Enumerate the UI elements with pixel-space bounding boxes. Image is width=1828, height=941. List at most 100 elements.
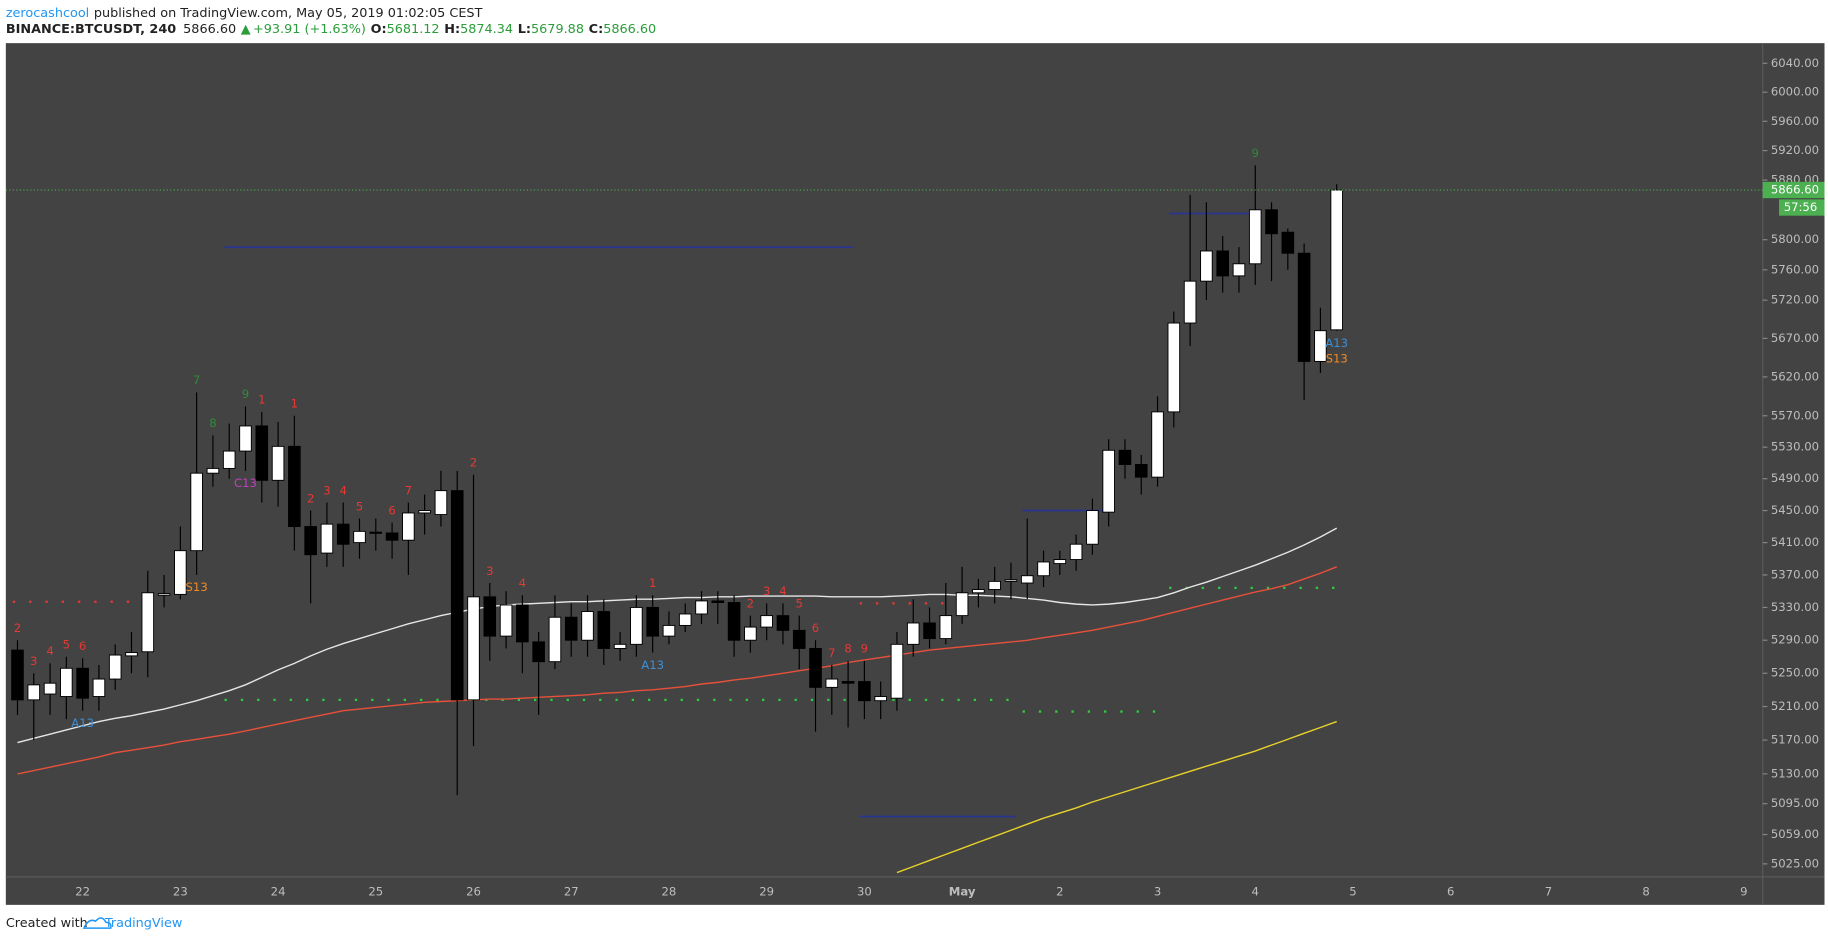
candle-body [402,512,415,541]
y-tick-label: 5025.00 [1771,856,1819,870]
td-label: 6 [812,621,819,635]
candle-body [385,532,399,541]
author[interactable]: zerocashcool [6,5,89,20]
candle-body [1118,449,1132,465]
candle-body [304,526,317,556]
x-tick-label: 7 [1545,885,1552,899]
td-label: 9 [861,642,868,656]
moving-average [896,720,1337,874]
x-tick-label: 28 [662,885,677,899]
td-label: 5 [63,638,70,652]
candle-body [890,643,904,699]
y-tick-label: 5130.00 [1771,766,1819,780]
candle-body [678,613,692,626]
td-label: 2 [747,596,754,610]
candle-body [1069,543,1083,561]
countdown-label: 57:56 [1784,200,1818,214]
candle-body [450,490,464,701]
x-tick-label: 4 [1252,885,1259,899]
ohlc-label: O: [371,22,387,37]
y-tick-label: 5670.00 [1771,331,1819,345]
y-tick-label: 5530.00 [1771,440,1819,454]
chart-background [5,43,1825,905]
td-label: 5 [796,596,803,610]
candle-body [1086,510,1099,545]
candle-body [190,472,203,552]
y-tick-label: 5450.00 [1771,503,1819,517]
y-tick-label: 5490.00 [1771,471,1819,485]
ohlc-value: 5679.88 [531,22,584,37]
x-tick-label: 30 [857,885,872,899]
published: published on TradingView.com, May 05, 20… [94,5,483,20]
td-label: 9 [242,387,249,401]
candle-body [841,681,855,684]
y-tick-label: 6000.00 [1771,85,1819,99]
candle-body [92,678,106,697]
moving-average [17,566,1337,775]
td-label: 4 [779,584,786,598]
candle-body [60,667,73,697]
x-tick-label: May [949,885,976,899]
td-label: 4 [340,483,347,497]
candle-body [467,596,480,701]
countdown-box [1779,199,1825,216]
y-tick-label: 5920.00 [1771,143,1819,157]
x-tick-label: 29 [759,885,774,899]
x-tick-label: 27 [564,885,579,899]
y-tick-label: 6040.00 [1771,56,1819,70]
candle-body [776,615,790,631]
candle-body [1200,250,1213,282]
candle-body [1281,231,1295,254]
candle-body [630,606,643,645]
x-tick-label: 2 [1056,885,1063,899]
td-label: 2 [14,621,21,635]
candle-body [744,626,757,641]
candle-body [255,425,269,481]
candle-body [548,616,562,663]
td-label: 7 [405,483,412,497]
candle-body [988,580,1001,590]
td-label: S13 [1326,351,1348,365]
candle-body [499,604,513,637]
candle-body [353,530,366,544]
candle-body [1151,411,1164,478]
td-label: S13 [186,580,208,594]
td-label: A13 [641,658,664,672]
candle-body [874,696,887,702]
td-label: 8 [844,642,851,656]
y-tick-label: 5800.00 [1771,232,1819,246]
logo [82,917,112,929]
y-tick-label: 5620.00 [1771,369,1819,383]
td-label: 3 [486,564,493,578]
candle-body [939,615,953,640]
candle-body [320,523,334,554]
ohlc-value: 5866.60 [603,22,656,37]
y-tick-label: 5170.00 [1771,733,1819,747]
candle-body [1232,263,1246,277]
candle-body [760,615,773,628]
x-tick-label: 25 [368,885,383,899]
candle-body [564,616,578,641]
td-label: 8 [209,416,216,430]
x-tick-label: 26 [466,885,481,899]
candle-body [923,622,936,640]
td-label: 6 [388,503,395,517]
x-tick-label: 3 [1154,885,1161,899]
candle-body [646,606,659,637]
td-label: 9 [1252,146,1259,160]
footer-brand[interactable]: TradingView [104,916,182,931]
x-tick-label: 23 [173,885,188,899]
candle-body [157,593,171,596]
td-label: A13 [1325,336,1348,350]
candle-body [1020,575,1034,584]
candle-body [1053,559,1067,565]
td-label: C13 [234,476,257,490]
ohlc-label: H: [444,22,460,37]
x-tick-label: 5 [1349,885,1356,899]
td-label: 3 [30,654,37,668]
ohlc-label: C: [589,22,604,37]
candle-body [222,450,236,469]
candle-body [1297,252,1311,362]
candle-body [141,592,155,653]
